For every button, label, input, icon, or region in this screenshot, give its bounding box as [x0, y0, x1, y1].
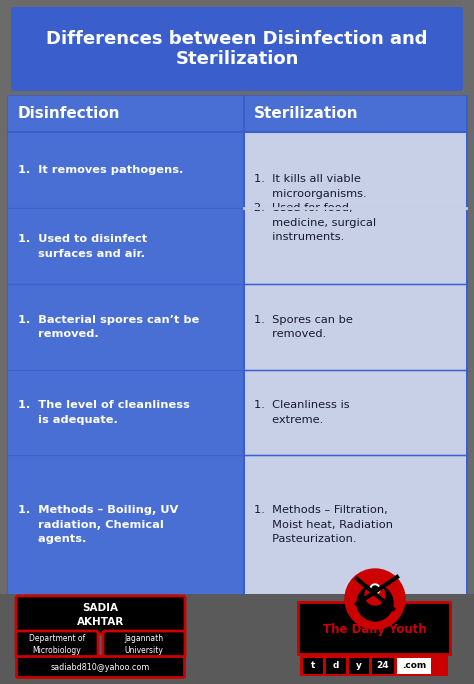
FancyBboxPatch shape	[8, 96, 244, 132]
Text: SADIA
AKHTAR: SADIA AKHTAR	[77, 603, 124, 627]
Text: t: t	[311, 661, 315, 670]
Text: 1.  Methods – Filtration,
     Moist heat, Radiation
     Pasteurization.: 1. Methods – Filtration, Moist heat, Rad…	[254, 505, 393, 544]
Text: .com: .com	[402, 661, 426, 670]
Text: 1.  The level of cleanliness
     is adequate.: 1. The level of cleanliness is adequate.	[18, 400, 190, 425]
FancyBboxPatch shape	[0, 594, 474, 684]
Circle shape	[370, 584, 380, 594]
Text: Sterilization: Sterilization	[254, 107, 358, 122]
Text: The Daily Youth: The Daily Youth	[323, 622, 427, 635]
Text: 24: 24	[377, 661, 389, 670]
Text: 1.  It removes pathogens.: 1. It removes pathogens.	[18, 165, 183, 175]
Circle shape	[372, 586, 378, 592]
FancyBboxPatch shape	[397, 658, 431, 674]
Circle shape	[345, 569, 405, 629]
Text: 1.  Bacterial spores can’t be
     removed.: 1. Bacterial spores can’t be removed.	[18, 315, 200, 339]
FancyBboxPatch shape	[244, 132, 466, 594]
Circle shape	[357, 585, 393, 621]
Text: sadiabd810@yahoo.com: sadiabd810@yahoo.com	[51, 663, 150, 672]
FancyBboxPatch shape	[103, 631, 185, 658]
FancyBboxPatch shape	[303, 658, 323, 674]
FancyBboxPatch shape	[11, 7, 463, 91]
Circle shape	[365, 585, 385, 605]
FancyBboxPatch shape	[326, 658, 346, 674]
Text: 1.  It kills all viable
     microorganisms.
2.  Used for food,
     medicine, s: 1. It kills all viable microorganisms. 2…	[254, 174, 376, 242]
Text: 1.  Spores can be
     removed.: 1. Spores can be removed.	[254, 315, 353, 339]
Text: 1.  Cleanliness is
     extreme.: 1. Cleanliness is extreme.	[254, 400, 349, 425]
Text: y: y	[356, 661, 362, 670]
Text: d: d	[333, 661, 339, 670]
FancyBboxPatch shape	[16, 596, 185, 634]
FancyBboxPatch shape	[298, 602, 450, 654]
FancyBboxPatch shape	[349, 658, 369, 674]
Text: 1.  Methods – Boiling, UV
     radiation, Chemical
     agents.: 1. Methods – Boiling, UV radiation, Chem…	[18, 505, 178, 544]
Text: Department of
Microbiology: Department of Microbiology	[29, 635, 85, 655]
Text: Differences between Disinfection and
Sterilization: Differences between Disinfection and Ste…	[46, 29, 428, 68]
FancyBboxPatch shape	[8, 96, 466, 594]
FancyBboxPatch shape	[17, 657, 184, 677]
Text: Disinfection: Disinfection	[18, 107, 120, 122]
Text: 1.  Used to disinfect
     surfaces and air.: 1. Used to disinfect surfaces and air.	[18, 234, 147, 259]
FancyBboxPatch shape	[244, 96, 466, 132]
FancyBboxPatch shape	[16, 631, 98, 658]
FancyBboxPatch shape	[372, 658, 394, 674]
Text: Jagannath
University: Jagannath University	[125, 635, 164, 655]
FancyBboxPatch shape	[300, 656, 448, 676]
FancyBboxPatch shape	[8, 132, 244, 594]
